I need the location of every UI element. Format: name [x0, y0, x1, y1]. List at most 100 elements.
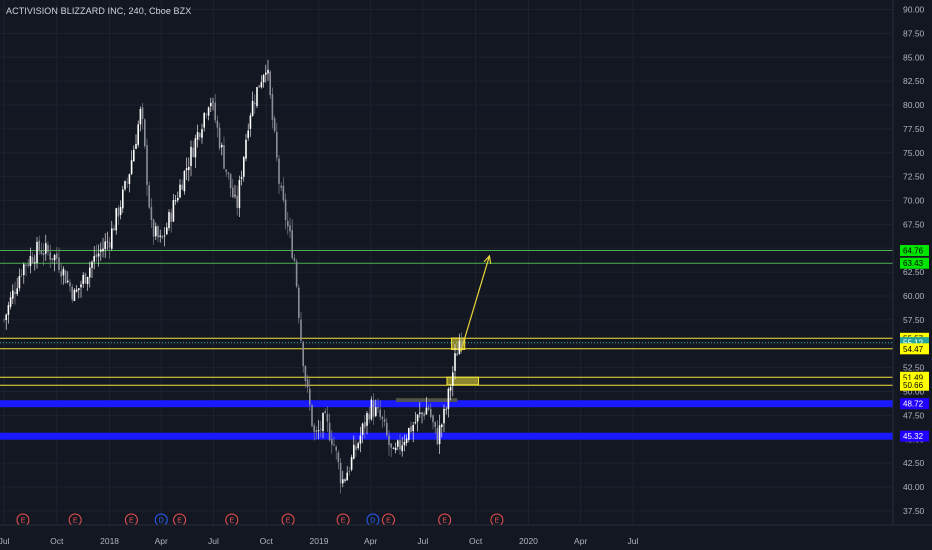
candle-body [82, 274, 84, 284]
candle-body [388, 435, 390, 446]
candle-body [190, 146, 192, 166]
candle-body [225, 169, 227, 172]
candle-body [306, 379, 309, 388]
candle-body [5, 314, 7, 321]
price-badge [900, 379, 929, 391]
price-tick-label: 72.50 [903, 172, 925, 182]
price-tick-label: 70.00 [903, 196, 925, 206]
price-tick-label: 62.50 [903, 267, 925, 277]
candle-body [183, 170, 186, 192]
price-tick-label: 90.00 [903, 5, 925, 15]
candle-body [232, 187, 234, 198]
candle-body [401, 445, 403, 452]
candle-body [421, 412, 423, 414]
price-tick-label: 67.50 [903, 219, 925, 229]
candle-body [430, 409, 432, 418]
candle-body [218, 127, 221, 149]
candle-body [45, 243, 47, 254]
price-badge [900, 257, 929, 269]
candle-body [339, 462, 342, 484]
candle-body [258, 85, 260, 88]
candle-body [377, 407, 379, 409]
candle-body [146, 145, 148, 185]
price-tick-label: 57.50 [903, 315, 925, 325]
candle-body [201, 129, 203, 138]
candle-body [150, 206, 153, 221]
dividend-event-marker-label: D [370, 518, 375, 525]
candle-body [42, 252, 45, 256]
time-tick-label: Apr [155, 536, 168, 546]
price-tick-label: 87.50 [903, 28, 925, 38]
candle-body [240, 177, 243, 179]
earnings-event-marker-label: E [495, 518, 500, 525]
candle-body [111, 228, 113, 249]
candle-body [223, 145, 225, 169]
candle-body [40, 250, 43, 254]
price-badge-label: 54.47 [903, 345, 924, 354]
candle-body [104, 241, 106, 250]
candle-body [425, 407, 428, 415]
price-tick-label: 52.50 [903, 363, 925, 373]
candle-body [405, 438, 408, 443]
candle-body [379, 409, 381, 418]
candle-body [177, 197, 179, 201]
candle-body [412, 425, 414, 432]
candle-body [207, 107, 210, 116]
candle-body [236, 195, 238, 208]
candle-body [212, 101, 214, 103]
candle-body [386, 422, 388, 436]
price-tick-label: 37.50 [903, 506, 925, 516]
price-badge-label: 63.43 [903, 259, 924, 268]
candle-body [122, 189, 124, 209]
candle-body [324, 411, 326, 413]
candle-body [320, 428, 322, 430]
candle-body [243, 157, 245, 177]
candle-body [181, 184, 183, 190]
candle-body [315, 430, 318, 433]
candle-body [361, 423, 364, 435]
candle-body [249, 115, 252, 129]
candle-body [53, 254, 56, 261]
candle-body [152, 219, 155, 237]
candle-body [9, 297, 12, 307]
candle-body [27, 264, 29, 266]
candle-body [326, 413, 329, 422]
price-tick-label: 47.50 [903, 410, 925, 420]
candle-body [359, 435, 362, 444]
candle-body [304, 365, 307, 382]
candle-body [69, 282, 71, 287]
candle-body [357, 443, 359, 449]
candle-body [381, 416, 384, 419]
candle-body [126, 182, 128, 183]
candle-body [256, 87, 258, 107]
candle-body [31, 257, 34, 263]
candle-body [278, 158, 280, 184]
time-tick-label: Jul [208, 536, 219, 546]
candle-body [203, 112, 205, 128]
candle-body [113, 228, 115, 231]
time-axis[interactable]: Jul Oct 2018 Apr Jul Oct 2019 Apr Jul Oct 2020 Apr J… [0, 536, 638, 546]
candle-body [267, 69, 269, 74]
candle-body [454, 353, 456, 371]
candle-body [414, 422, 417, 424]
candle-body [348, 470, 351, 472]
candle-body [148, 185, 150, 208]
candle-body [196, 132, 199, 140]
candle-body [438, 425, 441, 445]
candle-body [441, 424, 443, 427]
candle-body [291, 230, 293, 259]
candle-body [166, 227, 168, 235]
candle-body [452, 372, 454, 386]
candle-body [423, 413, 425, 417]
price-zones [395, 337, 480, 403]
price-badge [900, 398, 929, 410]
candle-body [139, 108, 142, 125]
earnings-event-marker-label: E [442, 518, 447, 525]
candle-body [170, 212, 172, 222]
candle-body [447, 388, 450, 409]
earnings-event-marker-label: E [341, 518, 346, 525]
candle-body [298, 287, 300, 319]
